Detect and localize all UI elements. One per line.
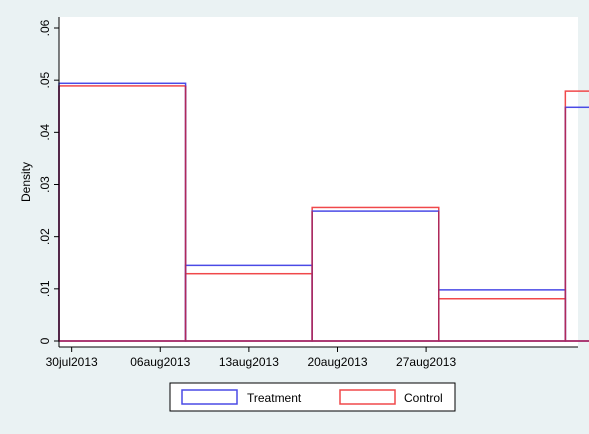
treatment-legend-key <box>181 389 238 405</box>
treatment-bars <box>58 82 589 342</box>
plot-area <box>59 17 578 347</box>
legend: Treatment Control <box>169 382 456 412</box>
y-tick-label: .06 <box>38 19 52 36</box>
y-axis-label: Density <box>19 162 33 202</box>
x-tick-label: 06aug2013 <box>130 355 190 369</box>
y-tick-label: .04 <box>38 124 52 141</box>
x-tick-label: 13aug2013 <box>219 355 279 369</box>
legend-box <box>169 382 456 412</box>
y-tick-label: .01 <box>38 280 52 297</box>
y-tick-label: 0 <box>38 337 52 344</box>
y-tick-label: .02 <box>38 228 52 245</box>
axes: 0 .01 .02 .03 .04 .05 .06 30jul2013 06aug2013 13a… <box>38 17 578 369</box>
x-tick-label: 20aug2013 <box>307 355 367 369</box>
treatment-legend-label: Treatment <box>247 391 302 405</box>
x-tick-label: 30jul2013 <box>46 355 98 369</box>
y-tick-label: .03 <box>38 176 52 193</box>
x-tick-label: 27aug2013 <box>396 355 456 369</box>
control-legend-key <box>339 389 396 405</box>
y-tick-label: .05 <box>38 72 52 89</box>
control-legend-label: Control <box>404 391 443 405</box>
